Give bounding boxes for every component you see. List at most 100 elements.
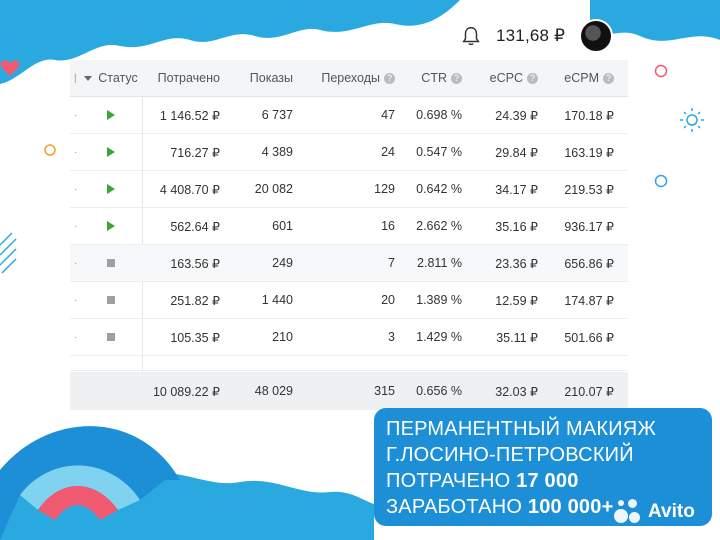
table-row[interactable]: · 716.27 ₽ 4 389 24 0.547 % 29.84 ₽ 163.… [70,134,628,171]
table-row[interactable]: · 4 408.70 ₽ 20 082 129 0.642 % 34.17 ₽ … [70,171,628,208]
cell-spent: 716.27 ₽ [170,145,220,160]
promo-line-service: ПЕРМАНЕНТНЫЙ МАКИЯЖ [386,418,657,440]
cell-ctr: 1.429 % [416,330,462,344]
cell-clicks: 3 [388,330,395,344]
row-select-tick: · [74,109,78,121]
row-select-tick: · [74,220,78,232]
cell-clicks: 47 [381,108,395,122]
cell-spent: 251.82 ₽ [170,293,220,308]
cell-spent: 163.56 ₽ [170,256,220,271]
cell-ecpc: 29.84 ₽ [495,145,538,160]
total-ecpc: 32.03 ₽ [495,384,538,399]
row-select-tick: · [74,294,78,306]
header-ctr[interactable]: CTR? [421,71,462,85]
table-row[interactable]: · 163.56 ₽ 249 7 2.811 % 23.36 ₽ 656.86 … [70,245,628,282]
avito-logo-icon [612,497,642,527]
table-row[interactable]: · 251.82 ₽ 1 440 20 1.389 % 12.59 ₽ 174.… [70,282,628,319]
header-status[interactable]: Статус [80,71,142,85]
cell-ecpc: 12.59 ₽ [495,293,538,308]
status-cell[interactable] [80,221,142,231]
cell-clicks: 24 [381,145,395,159]
cell-clicks: 20 [381,293,395,307]
stop-icon[interactable] [107,333,115,341]
cell-ecpm: 501.66 ₽ [564,330,614,345]
header-spent[interactable]: Потрачено [157,71,220,85]
cell-ecpm: 936.17 ₽ [564,219,614,234]
cell-ecpm: 174.87 ₽ [564,293,614,308]
cell-ecpc: 35.16 ₽ [495,219,538,234]
cell-ecpm: 163.19 ₽ [564,145,614,160]
stop-icon[interactable] [107,296,115,304]
total-ctr: 0.656 % [416,384,462,398]
cell-spent: 562.64 ₽ [170,219,220,234]
cell-ctr: 1.389 % [416,293,462,307]
status-cell[interactable] [80,184,142,194]
table-total-row: 10 089.22 ₽ 48 029 315 0.656 % 32.03 ₽ 2… [70,372,628,410]
avatar[interactable] [579,19,614,53]
status-cell[interactable] [80,110,142,120]
cell-ecpm: 656.86 ₽ [564,256,614,271]
total-views: 48 029 [254,384,293,398]
cell-views: 20 082 [254,182,293,196]
total-ecpm: 210.07 ₽ [564,384,614,399]
cell-clicks: 129 [374,182,395,196]
promo-earned-value: 100 000+ [527,496,614,518]
cell-ecpc: 35.11 ₽ [496,330,538,345]
promo-line-earned: ЗАРАБОТАНО 100 000+ [386,494,700,520]
status-cell[interactable] [80,147,142,157]
cell-ctr: 0.642 % [416,182,462,196]
row-select-tick: · [74,146,78,158]
status-cell[interactable] [80,259,142,267]
header-ecpc-label: eCPC [489,71,523,85]
table-row[interactable]: · 1 146.52 ₽ 6 737 47 0.698 % 24.39 ₽ 17… [70,97,628,134]
header-ctr-label: CTR [421,71,447,85]
cell-views: 601 [272,219,293,233]
header-clicks[interactable]: Переходы? [321,71,395,85]
bell-icon[interactable] [460,25,482,47]
help-icon[interactable]: ? [603,73,614,85]
help-icon[interactable]: ? [451,73,462,85]
cell-views: 6 737 [261,108,293,122]
cell-ctr: 2.662 % [416,219,462,233]
total-clicks: 315 [374,384,395,398]
account-balance: 131,68 ₽ [496,26,566,45]
status-cell[interactable] [80,333,142,341]
table-row[interactable]: · 562.64 ₽ 601 16 2.662 % 35.16 ₽ 936.17… [70,208,628,245]
row-select-tick: · [74,331,78,343]
help-icon[interactable]: ? [384,73,395,85]
play-icon[interactable] [107,110,115,120]
sort-down-icon [84,75,93,81]
cell-ctr: 2.811 % [417,256,462,270]
help-icon[interactable]: ? [527,73,538,85]
header-status-label: Статус [98,71,138,85]
stop-icon[interactable] [107,259,115,267]
column-divider [142,60,143,410]
status-cell[interactable] [80,296,142,304]
cell-ecpm: 170.18 ₽ [564,108,614,123]
cell-clicks: 7 [388,256,395,270]
cell-views: 210 [272,330,293,344]
header-clicks-label: Переходы [321,71,380,85]
promo-line-city: Г.ЛОСИНО-ПЕТРОВСКИЙ [386,444,634,466]
cell-ecpc: 24.39 ₽ [495,108,538,123]
play-icon[interactable] [107,147,115,157]
header-ecpm[interactable]: eCPM? [564,71,614,85]
promo-line-spent: ПОТРАЧЕНО 17 000 [386,468,700,494]
table-row[interactable]: · 105.35 ₽ 210 3 1.429 % 35.11 ₽ 501.66 … [70,319,628,356]
cell-spent: 105.35 ₽ [170,330,220,345]
play-icon[interactable] [107,221,115,231]
total-spent: 10 089.22 ₽ [152,384,220,399]
cell-spent: 1 146.52 ₽ [159,108,220,123]
row-select-tick: · [74,257,78,269]
avito-watermark: Avito [612,497,695,527]
header-views[interactable]: Показы [249,71,293,85]
play-icon[interactable] [107,184,115,194]
promo-spent-label: ПОТРАЧЕНО [386,470,517,492]
avito-brand-text: Avito [648,501,695,522]
promo-spent-value: 17 000 [516,470,579,492]
header-ecpc[interactable]: eCPC? [490,71,538,85]
cell-ctr: 0.698 % [416,108,462,122]
cell-ecpc: 23.36 ₽ [495,256,538,271]
row-select-tick: · [74,183,78,195]
